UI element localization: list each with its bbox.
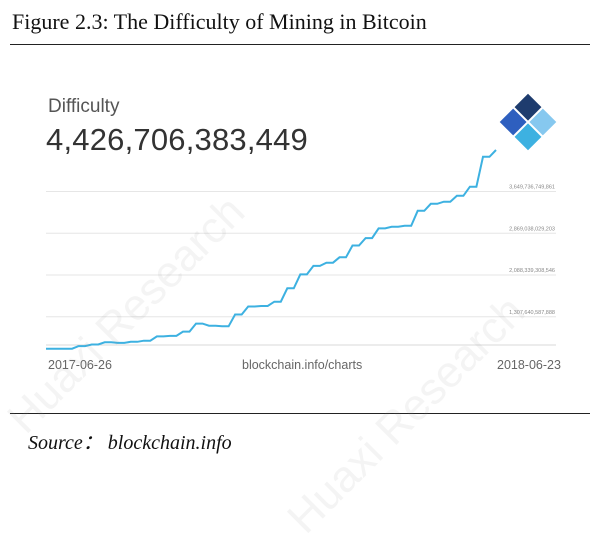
top-rule: [10, 44, 590, 45]
blockchain-logo-icon: [499, 93, 557, 151]
x-axis-start-label: 2017-06-26: [48, 358, 112, 372]
y-tick-label: 2,088,339,308,546: [509, 268, 555, 274]
chart-source-label: blockchain.info/charts: [242, 358, 363, 372]
bottom-rule: [10, 413, 590, 414]
metric-label: Difficulty: [48, 96, 120, 117]
chart-y-ticks: 1,307,640,587,888 2,088,339,308,546 2,869,…: [509, 185, 555, 316]
x-axis-end-label: 2018-06-23: [497, 358, 561, 372]
difficulty-series-line: [46, 149, 497, 350]
figure-source: Source： blockchain.info: [28, 432, 232, 454]
y-tick-label: 2,869,038,029,203: [509, 226, 555, 232]
figure-title: Figure 2.3: The Difficulty of Mining in …: [12, 9, 427, 34]
chart-grid: [46, 191, 556, 346]
metric-value: 4,426,706,383,449: [46, 122, 308, 157]
y-tick-label: 3,649,736,749,861: [509, 185, 555, 191]
y-tick-label: 1,307,640,587,888: [509, 310, 555, 316]
difficulty-chart: 1,307,640,587,888 2,088,339,308,546 2,869,…: [46, 149, 556, 350]
